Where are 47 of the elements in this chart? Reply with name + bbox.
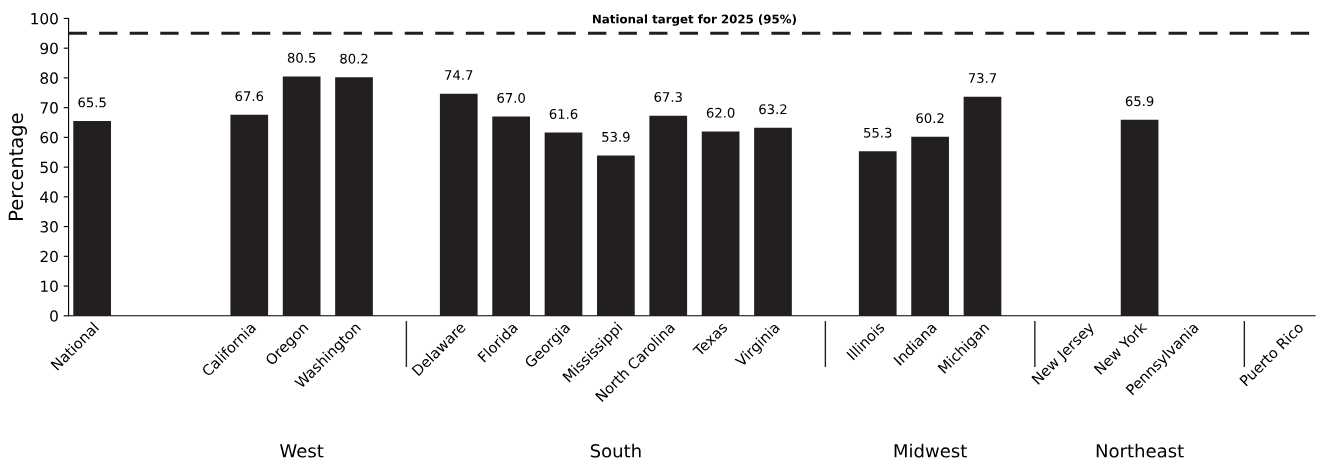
data-label: 73.7 (968, 72, 997, 83)
y-axis-title: Percentage (8, 113, 27, 220)
data-label: 65.9 (1125, 96, 1154, 107)
y-tick-label: 40 (40, 191, 58, 203)
data-label: 55.3 (864, 127, 892, 138)
y-tick-label: 0 (50, 310, 58, 322)
bar (230, 114, 269, 316)
bar (282, 76, 321, 316)
data-label: 53.9 (602, 131, 630, 142)
y-tick-label: 80 (40, 72, 58, 84)
bar (701, 131, 740, 316)
ref-line-label: National target for 2025 (95%) (593, 14, 796, 26)
bar (544, 132, 583, 316)
bar (649, 115, 688, 316)
text: Midwest (894, 443, 967, 458)
bar (597, 155, 635, 316)
data-label: 74.7 (445, 70, 473, 80)
y-tick-label: 10 (41, 280, 58, 293)
text: West (280, 444, 324, 458)
data-label: 63.2 (759, 104, 787, 115)
bar (335, 77, 373, 316)
data-label: 80.5 (287, 52, 316, 63)
y-tick-label: 70 (40, 102, 58, 114)
bar (73, 121, 112, 316)
data-label: 61.6 (549, 108, 578, 119)
bar (439, 93, 478, 316)
data-label: 67.3 (654, 92, 682, 102)
y-tick-label: 90 (40, 42, 58, 55)
y-tick-label: 20 (40, 250, 58, 263)
y-tick-label: 50 (40, 161, 58, 174)
y-tick-label: 60 (40, 131, 58, 144)
bar (754, 127, 792, 316)
bar (963, 96, 1002, 316)
text: South (590, 443, 641, 458)
data-label: 65.5 (78, 97, 106, 108)
bar (1120, 119, 1159, 316)
y-tick-label: 30 (40, 221, 58, 233)
bar (492, 116, 530, 316)
bar (858, 151, 897, 316)
data-label: 62.0 (706, 107, 735, 118)
data-label: 60.2 (916, 113, 944, 124)
y-tick-label: 100 (31, 12, 58, 25)
data-label: 80.2 (340, 53, 368, 64)
data-label: 67.0 (497, 92, 525, 103)
text: Northeast (1096, 443, 1184, 458)
data-label: 67.6 (235, 91, 264, 102)
bar (911, 136, 949, 316)
